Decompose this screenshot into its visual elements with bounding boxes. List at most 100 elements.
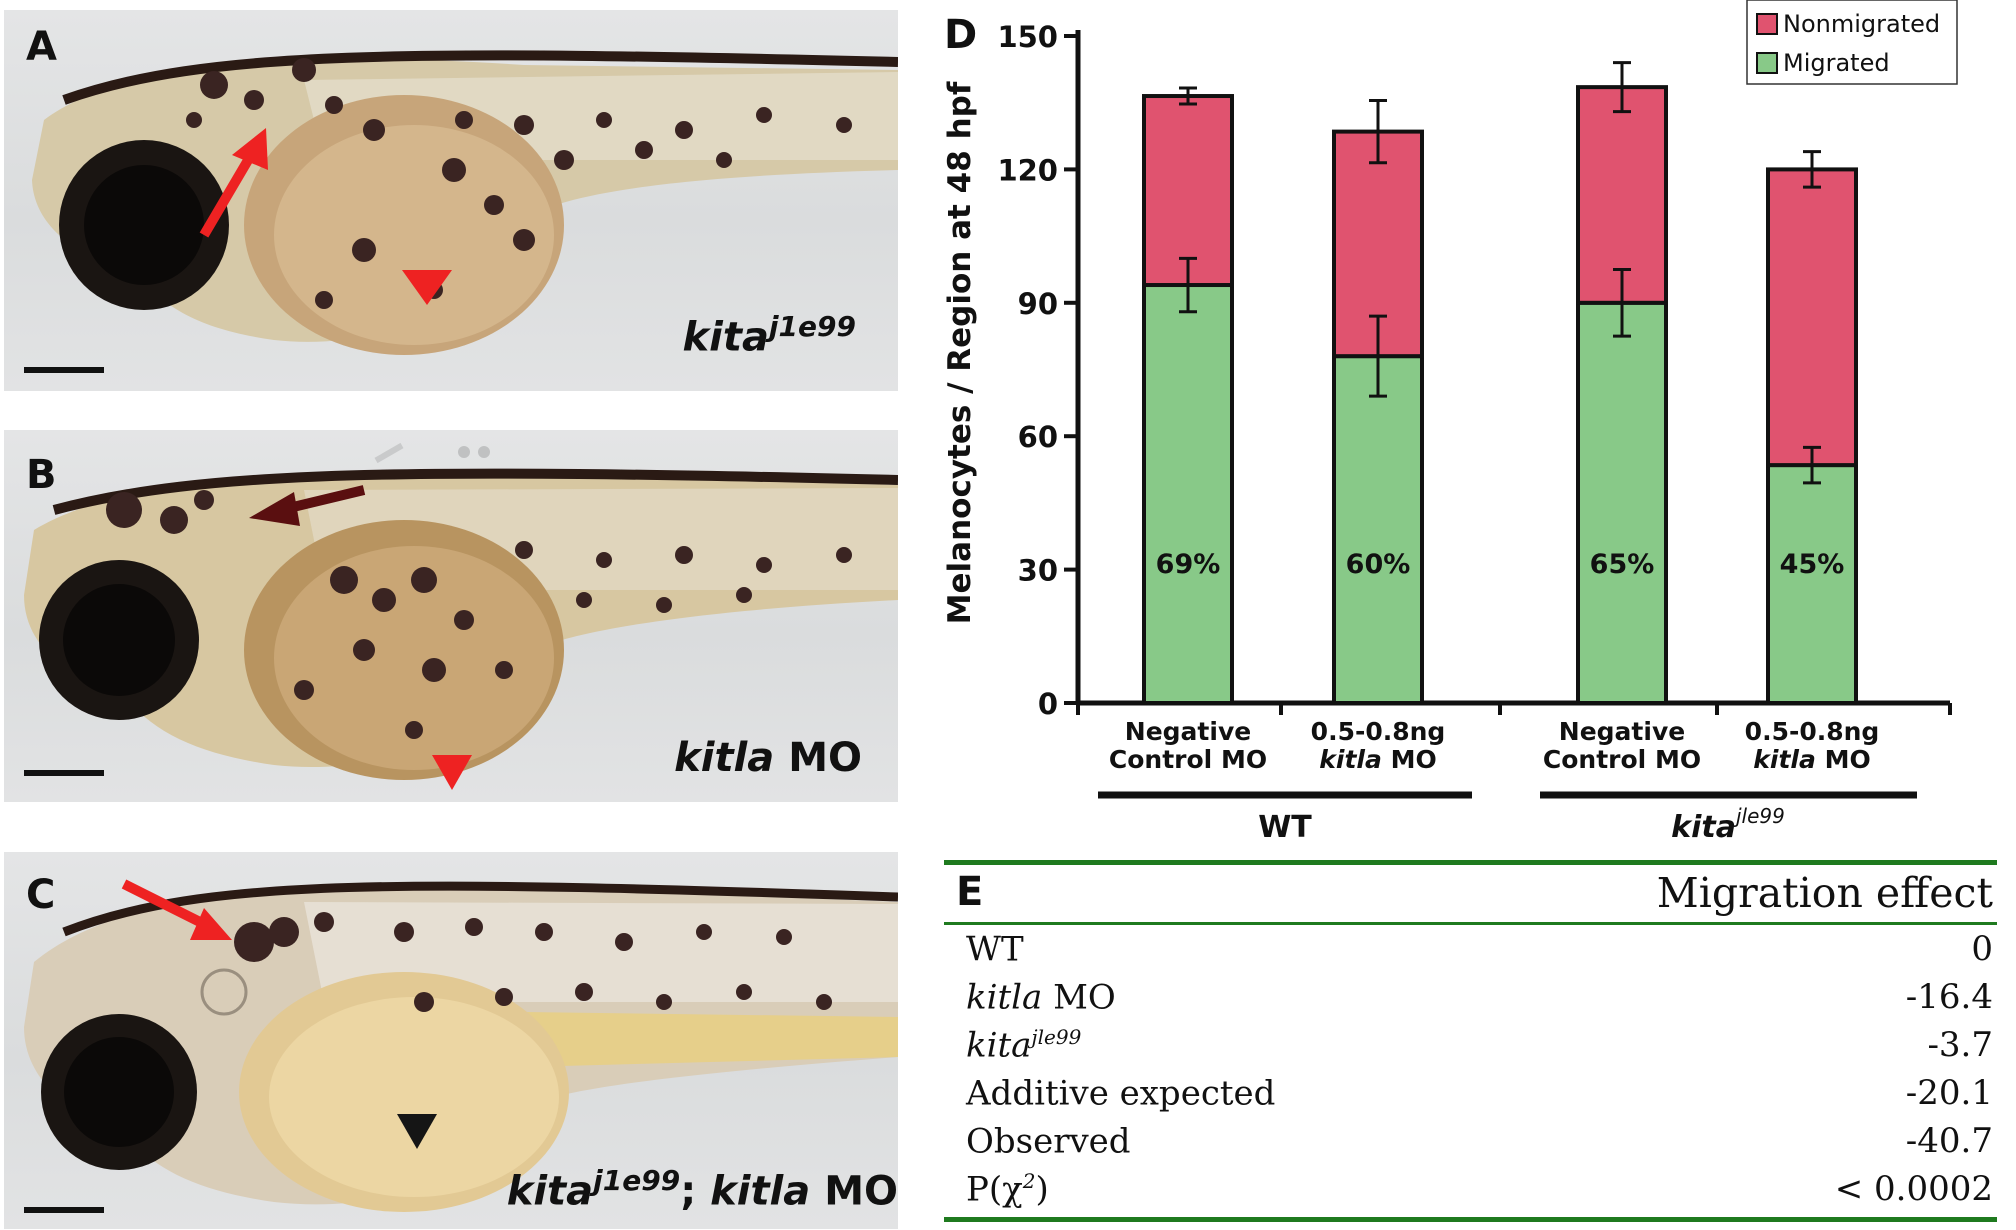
panel-b-letter: B	[26, 452, 57, 498]
bar-percent-label: 45%	[1780, 549, 1845, 580]
panel-c-letter: C	[26, 872, 56, 918]
panel-c-genotype-label: kitaj1e99; kitla MO	[507, 1164, 898, 1214]
panel-e-table: E Migration effect WT 0 kitla MO -16.4 kitaj…	[944, 857, 1997, 1229]
red-arrow-icon	[190, 908, 232, 940]
zebrafish-embryo-illustration	[24, 442, 898, 790]
zebrafish-embryo-illustration	[32, 50, 898, 355]
category-label-line1: Negative	[1125, 717, 1251, 746]
dark-arrow-icon	[249, 492, 300, 526]
bar-nonmigrated	[1766, 167, 1858, 468]
table-row-value: < 0.0002	[1834, 1169, 1993, 1209]
table-row: Observed -40.7	[966, 1121, 1993, 1169]
bar-percent-label: 65%	[1590, 549, 1655, 580]
table-row: Additive expected -20.1	[966, 1073, 1993, 1121]
panel-a-allele: j1e99	[768, 310, 856, 343]
group-label-text: kita	[1671, 810, 1736, 845]
category-label-rest: Control MO	[1109, 745, 1267, 774]
group-label: WT	[1258, 810, 1312, 845]
category-label-line2: kitla MO	[1319, 745, 1436, 774]
category-label-line1: Negative	[1559, 717, 1685, 746]
category-label-italic: kitla	[1753, 745, 1816, 774]
table-header-rule	[944, 922, 1997, 925]
y-tick-label: 150	[997, 20, 1058, 54]
panel-c-label-rest: MO	[810, 1168, 898, 1215]
panel-c-gene: kita	[506, 1168, 594, 1215]
row-label-italic: kitla	[966, 977, 1043, 1018]
row-label-sup: 2	[1022, 1169, 1036, 1193]
table-row-label: P(χ2)	[966, 1169, 1049, 1209]
panel-c-allele: j1e99	[593, 1164, 681, 1197]
stacked-bar-chart: D Melanocytes / Region at 48 hpf 0 30 60 90…	[942, 0, 1958, 845]
panel-b-gene: kitla	[674, 735, 775, 781]
table-column-header: Migration effect	[1656, 869, 1993, 917]
panel-c-label-mid: ;	[680, 1168, 711, 1215]
category-label-line2: Control MO	[1109, 745, 1267, 774]
legend-swatch-migrated	[1756, 52, 1778, 74]
panel-b-scale-bar	[24, 770, 104, 776]
y-tick-label: 30	[1018, 554, 1058, 588]
legend-label-nonmigrated: Nonmigrated	[1783, 10, 1940, 38]
group-label-text: WT	[1258, 810, 1312, 845]
table-row-value: -16.4	[1905, 977, 1993, 1017]
panel-c-image: C kitaj1e99; kitla MO	[4, 852, 898, 1229]
group-label-sup: jle99	[1733, 804, 1785, 828]
row-label-text: Observed	[966, 1121, 1131, 1162]
table-row-label: Additive expected	[966, 1073, 1275, 1113]
row-label-rest: )	[1035, 1169, 1049, 1210]
legend-label-migrated: Migrated	[1783, 49, 1890, 77]
table-row: WT 0	[966, 929, 1993, 977]
panel-d-chart: D Melanocytes / Region at 48 hpf 0 30 60 90…	[930, 0, 2016, 850]
category-label-rest: Control MO	[1543, 745, 1701, 774]
row-label-text: Additive expected	[966, 1073, 1276, 1114]
bar-migrated	[1766, 463, 1858, 705]
group-label: kitajle99	[1671, 804, 1785, 845]
panel-a-image: A kitaj1e99	[4, 10, 898, 391]
panel-a-scale-bar	[24, 367, 104, 373]
bar-percent-label: 69%	[1156, 549, 1221, 580]
table-row-label: kitajle99	[966, 1025, 1081, 1065]
black-arrowhead-icon	[397, 1114, 437, 1149]
bar-migrated	[1332, 354, 1424, 705]
row-label-text: WT	[966, 929, 1024, 970]
row-label-text: P(χ	[966, 1169, 1023, 1210]
red-arrow-shaft	[199, 147, 259, 238]
table-row-label: WT	[966, 929, 1024, 969]
row-label-rest: MO	[1042, 977, 1116, 1018]
panel-b-label-rest: MO	[774, 735, 862, 781]
category-label-rest: MO	[1382, 745, 1437, 774]
bar-migrated	[1576, 300, 1668, 705]
panel-a-genotype-label: kitaj1e99	[683, 310, 856, 360]
table-bottom-rule	[944, 1217, 1997, 1222]
category-label-italic: kitla	[1319, 745, 1382, 774]
dark-arrow-shaft	[287, 485, 366, 513]
table-row: kitla MO -16.4	[966, 977, 1993, 1025]
bar-migrated	[1142, 283, 1234, 705]
table-row-value: -20.1	[1905, 1073, 1993, 1113]
panel-e-letter: E	[956, 869, 984, 915]
bar-nonmigrated	[1142, 94, 1234, 288]
panel-b-image: B kitla MO	[4, 430, 898, 802]
table-row-value: 0	[1971, 929, 1993, 969]
red-arrow-icon	[232, 128, 268, 170]
category-label-line2: kitla MO	[1753, 745, 1870, 774]
red-arrow-shaft	[121, 879, 207, 929]
y-axis-label: Melanocytes / Region at 48 hpf	[942, 81, 978, 624]
panel-d-letter: D	[944, 12, 977, 58]
table-row-label: kitla MO	[966, 977, 1116, 1017]
red-arrowhead-icon	[432, 755, 472, 790]
y-tick-label: 60	[1018, 420, 1058, 454]
y-tick-label: 0	[1038, 687, 1058, 721]
row-label-sup: jle99	[1031, 1025, 1082, 1049]
legend-swatch-nonmigrated	[1756, 13, 1778, 35]
row-label-italic: kita	[966, 1025, 1032, 1066]
bar-percent-label: 60%	[1346, 549, 1411, 580]
table-row: P(χ2) < 0.0002	[966, 1169, 1993, 1217]
panel-c-scale-bar	[24, 1207, 104, 1213]
panel-b-genotype-label: kitla MO	[674, 735, 862, 781]
category-label-line1: 0.5-0.8ng	[1311, 717, 1446, 746]
panel-a-gene: kita	[682, 314, 769, 361]
category-label-line2: Control MO	[1543, 745, 1701, 774]
table-row-value: -40.7	[1905, 1121, 1993, 1161]
y-tick-label: 120	[997, 153, 1058, 187]
table-row: kitajle99 -3.7	[966, 1025, 1993, 1073]
